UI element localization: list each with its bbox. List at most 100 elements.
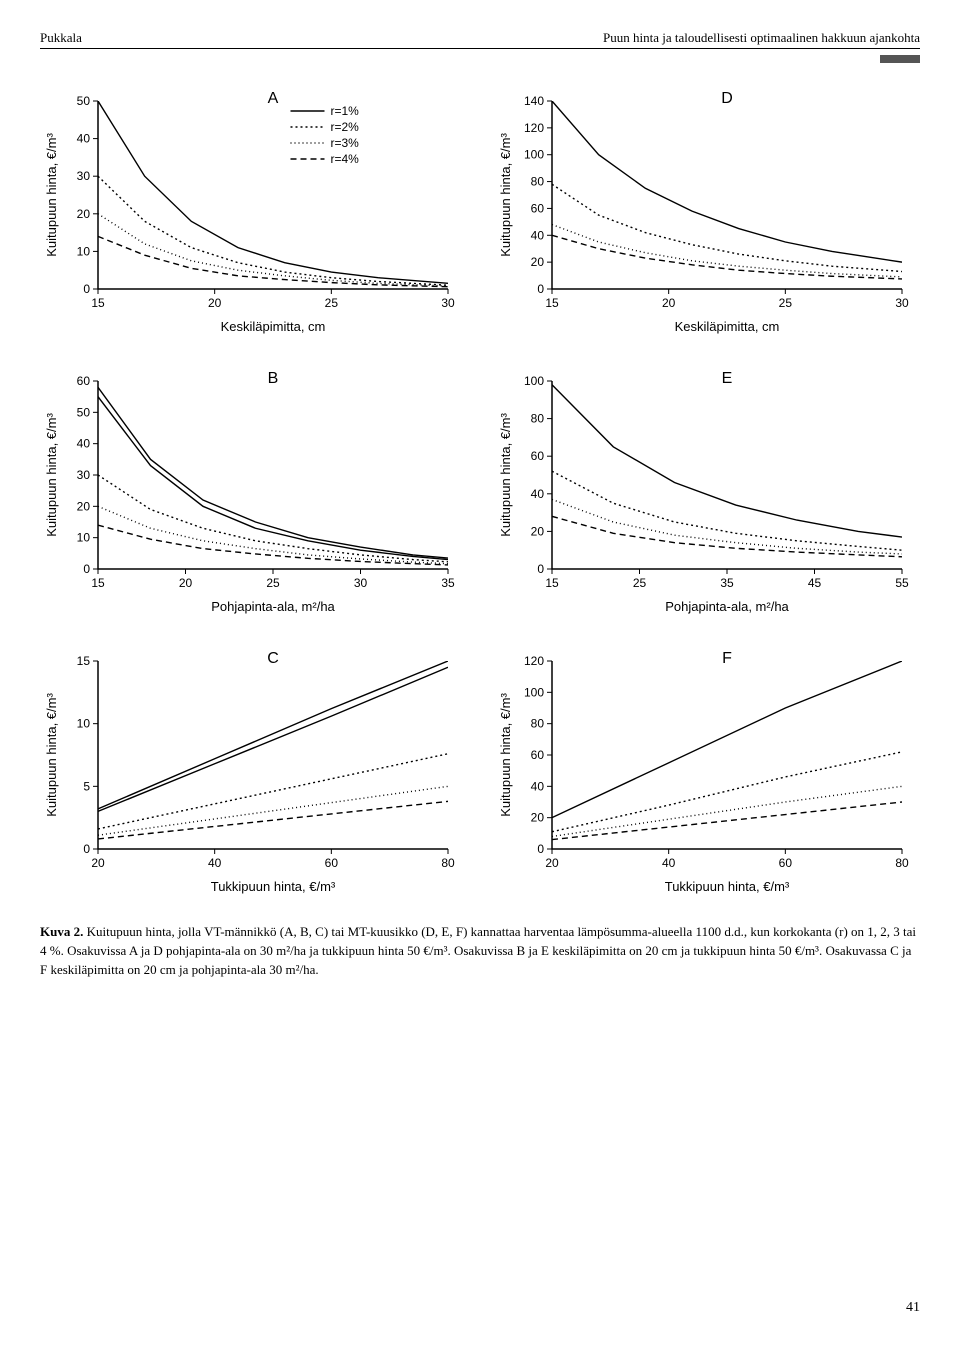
svg-text:C: C <box>267 650 279 667</box>
svg-text:F: F <box>722 650 732 667</box>
panel-D: 15202530020406080100120140Keskiläpimitta… <box>494 81 920 341</box>
chart-F: 20406080020406080100120Tukkipuun hinta, … <box>494 641 914 901</box>
panel-F: 20406080020406080100120Tukkipuun hinta, … <box>494 641 920 901</box>
svg-text:20: 20 <box>208 296 222 310</box>
svg-text:45: 45 <box>808 576 822 590</box>
figure-grid: 1520253001020304050Keskiläpimitta, cmKui… <box>40 81 920 901</box>
caption-lead: Kuva 2. <box>40 924 83 939</box>
svg-text:20: 20 <box>77 207 91 221</box>
svg-text:40: 40 <box>662 856 676 870</box>
svg-text:D: D <box>721 90 733 107</box>
panel-C: 20406080051015Tukkipuun hinta, €/m³Kuitu… <box>40 641 466 901</box>
page-number: 41 <box>40 1300 920 1316</box>
svg-text:20: 20 <box>531 255 545 269</box>
svg-text:40: 40 <box>531 779 545 793</box>
svg-text:5: 5 <box>83 779 90 793</box>
svg-text:30: 30 <box>77 169 91 183</box>
header-author: Pukkala <box>40 30 82 46</box>
figure-caption: Kuva 2. Kuitupuun hinta, jolla VT-männik… <box>40 923 920 980</box>
header-title: Puun hinta ja taloudellisesti optimaalin… <box>603 30 920 46</box>
svg-text:30: 30 <box>354 576 368 590</box>
svg-text:80: 80 <box>531 175 545 189</box>
panel-B: 15 20 25 30 35 0 10 20 30 40 50 60 Pohjapinta-ala, m… <box>40 361 466 621</box>
svg-text:50: 50 <box>77 405 91 419</box>
panel-A: 15 20 25 30 0 10 20 30 40 50 Keskiläpimitta, cm Kui… <box>40 81 466 341</box>
svg-text:25: 25 <box>633 576 647 590</box>
svg-text:r=2%: r=2% <box>331 120 360 134</box>
svg-text:10: 10 <box>77 531 91 545</box>
svg-text:0: 0 <box>537 282 544 296</box>
svg-text:15: 15 <box>91 296 105 310</box>
svg-text:20: 20 <box>545 856 559 870</box>
svg-text:Kuitupuun hinta, €/m³: Kuitupuun hinta, €/m³ <box>44 133 59 257</box>
svg-text:20: 20 <box>531 811 545 825</box>
svg-text:40: 40 <box>531 487 545 501</box>
svg-text:0: 0 <box>537 562 544 576</box>
svg-text:15: 15 <box>545 296 559 310</box>
svg-text:55: 55 <box>895 576 909 590</box>
svg-text:0: 0 <box>83 282 90 296</box>
svg-text:50: 50 <box>77 94 91 108</box>
svg-text:20: 20 <box>662 296 676 310</box>
svg-text:Kuitupuun hinta, €/m³: Kuitupuun hinta, €/m³ <box>44 693 59 817</box>
svg-text:15: 15 <box>91 576 105 590</box>
header-marker <box>880 55 920 63</box>
svg-text:120: 120 <box>524 654 544 668</box>
svg-text:25: 25 <box>325 296 339 310</box>
svg-text:60: 60 <box>779 856 793 870</box>
svg-text:140: 140 <box>524 94 544 108</box>
svg-text:35: 35 <box>720 576 734 590</box>
svg-text:60: 60 <box>325 856 339 870</box>
svg-text:Pohjapinta-ala, m²/ha: Pohjapinta-ala, m²/ha <box>211 599 335 614</box>
svg-text:20: 20 <box>531 524 545 538</box>
chart-D: 15202530020406080100120140Keskiläpimitta… <box>494 81 914 341</box>
svg-text:Kuitupuun hinta, €/m³: Kuitupuun hinta, €/m³ <box>498 413 513 537</box>
svg-text:40: 40 <box>531 228 545 242</box>
svg-text:15: 15 <box>545 576 559 590</box>
svg-text:60: 60 <box>531 748 545 762</box>
svg-text:10: 10 <box>77 244 91 258</box>
svg-text:0: 0 <box>83 842 90 856</box>
chart-B: 15 20 25 30 35 0 10 20 30 40 50 60 Pohjapinta-ala, m… <box>40 361 460 621</box>
svg-text:40: 40 <box>77 132 91 146</box>
svg-text:r=1%: r=1% <box>331 104 360 118</box>
chart-A: 15 20 25 30 0 10 20 30 40 50 Keskiläpimitta, cm Kui… <box>40 81 460 341</box>
chart-E: 1525354555020406080100Pohjapinta-ala, m²… <box>494 361 914 621</box>
svg-text:20: 20 <box>91 856 105 870</box>
svg-text:Keskiläpimitta, cm: Keskiläpimitta, cm <box>221 319 326 334</box>
svg-text:40: 40 <box>208 856 222 870</box>
page-header: Pukkala Puun hinta ja taloudellisesti op… <box>40 30 920 49</box>
svg-text:Kuitupuun hinta, €/m³: Kuitupuun hinta, €/m³ <box>44 413 59 537</box>
svg-text:100: 100 <box>524 374 544 388</box>
svg-text:0: 0 <box>537 842 544 856</box>
panel-E: 1525354555020406080100Pohjapinta-ala, m²… <box>494 361 920 621</box>
svg-text:40: 40 <box>77 437 91 451</box>
caption-text: Kuitupuun hinta, jolla VT-männikkö (A, B… <box>40 924 916 977</box>
svg-text:30: 30 <box>441 296 455 310</box>
svg-text:r=3%: r=3% <box>331 136 360 150</box>
svg-text:25: 25 <box>779 296 793 310</box>
svg-text:r=4%: r=4% <box>331 152 360 166</box>
svg-text:25: 25 <box>266 576 280 590</box>
svg-text:60: 60 <box>77 374 91 388</box>
svg-text:20: 20 <box>77 499 91 513</box>
chart-C: 20406080051015Tukkipuun hinta, €/m³Kuitu… <box>40 641 460 901</box>
svg-text:80: 80 <box>895 856 909 870</box>
svg-text:Keskiläpimitta, cm: Keskiläpimitta, cm <box>675 319 780 334</box>
svg-text:15: 15 <box>77 654 91 668</box>
svg-text:80: 80 <box>531 717 545 731</box>
svg-text:120: 120 <box>524 121 544 135</box>
svg-text:30: 30 <box>895 296 909 310</box>
svg-text:Kuitupuun hinta, €/m³: Kuitupuun hinta, €/m³ <box>498 693 513 817</box>
svg-text:35: 35 <box>441 576 455 590</box>
svg-text:20: 20 <box>179 576 193 590</box>
svg-text:Kuitupuun hinta, €/m³: Kuitupuun hinta, €/m³ <box>498 133 513 257</box>
svg-text:Tukkipuun hinta, €/m³: Tukkipuun hinta, €/m³ <box>665 879 790 894</box>
svg-text:A: A <box>268 90 279 107</box>
svg-text:0: 0 <box>83 562 90 576</box>
svg-text:80: 80 <box>441 856 455 870</box>
svg-text:B: B <box>268 370 279 387</box>
svg-text:Pohjapinta-ala, m²/ha: Pohjapinta-ala, m²/ha <box>665 599 789 614</box>
svg-text:80: 80 <box>531 412 545 426</box>
svg-text:30: 30 <box>77 468 91 482</box>
